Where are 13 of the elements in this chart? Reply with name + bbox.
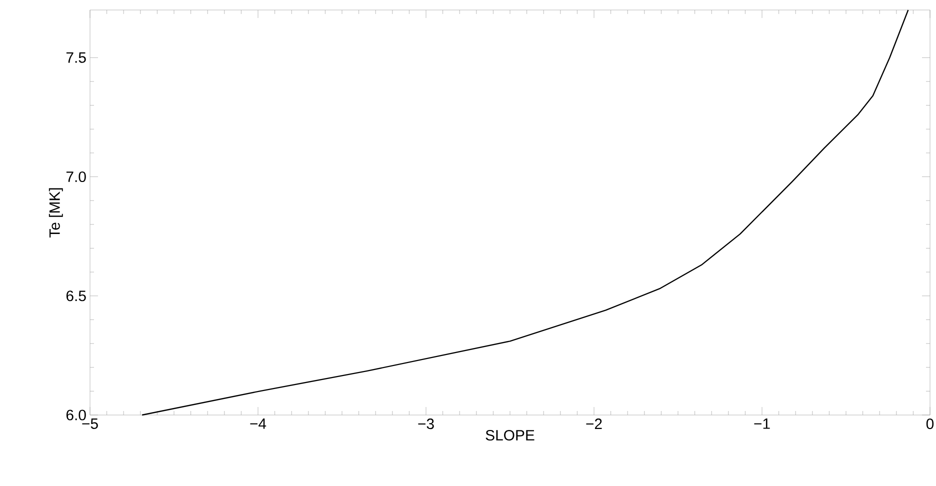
y-tick-label: 7.0 — [66, 171, 86, 182]
y-tick-label: 7.5 — [66, 52, 86, 63]
x-tick-label: −1 — [754, 418, 770, 429]
x-tick-label: −4 — [250, 418, 266, 429]
x-tick-label: −2 — [586, 418, 602, 429]
x-tick-label: −3 — [418, 418, 434, 430]
x-tick-label: 0 — [926, 418, 934, 430]
y-tick-label: 6.5 — [66, 290, 86, 302]
x-tick-label: −5 — [82, 418, 98, 429]
y-tick-label: 6.0 — [66, 410, 86, 420]
y-axis-title: Te [MK] — [48, 188, 63, 238]
x-axis-title: SLOPE — [486, 430, 534, 441]
line-series — [141, 9, 909, 416]
